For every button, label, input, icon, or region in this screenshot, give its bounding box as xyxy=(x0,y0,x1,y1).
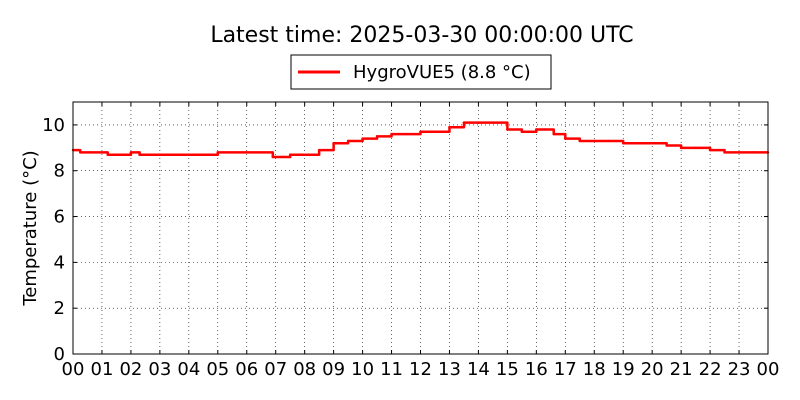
x-tick-label: 00 xyxy=(757,359,780,380)
plot-frame xyxy=(72,101,769,355)
x-tick-label: 14 xyxy=(467,359,490,380)
data-point xyxy=(752,151,755,154)
data-point xyxy=(593,139,596,143)
data-point xyxy=(346,139,350,143)
series-line xyxy=(73,121,768,159)
y-tick-label: 2 xyxy=(54,298,65,319)
data-point xyxy=(158,153,162,156)
series-group xyxy=(71,121,770,159)
legend: HygroVUE5 (8.8 °C) xyxy=(290,54,552,90)
data-point xyxy=(79,151,82,154)
data-point xyxy=(679,146,683,150)
x-tick-label: 21 xyxy=(670,359,693,380)
x-tick-labels: 00 01 02 03 04 05 06 07 08 09 10 11 12 13 14 15 16 17 18 19… xyxy=(62,359,780,380)
data-point xyxy=(280,155,283,159)
data-point xyxy=(433,130,437,133)
x-tick-label: 01 xyxy=(91,359,114,380)
data-point xyxy=(723,151,726,154)
data-point xyxy=(448,126,451,129)
data-point xyxy=(216,151,219,154)
data-point xyxy=(361,137,364,140)
x-tick-label: 15 xyxy=(496,359,519,380)
x-tick-label: 02 xyxy=(119,359,142,380)
data-point xyxy=(303,153,306,156)
data-point xyxy=(665,144,668,147)
data-point xyxy=(578,139,581,143)
data-point xyxy=(552,132,555,136)
data-point xyxy=(317,148,321,152)
y-tick-label: 0 xyxy=(54,344,65,365)
data-point xyxy=(121,153,124,156)
grid xyxy=(73,102,768,354)
y-tick-labels: 0 2 4 6 8 10 xyxy=(42,115,65,365)
data-point xyxy=(288,153,292,156)
data-point xyxy=(650,142,654,145)
x-tick-label: 08 xyxy=(293,359,316,380)
data-point xyxy=(535,128,538,131)
data-point xyxy=(506,128,509,131)
data-point xyxy=(520,130,524,133)
y-tick-label: 6 xyxy=(54,207,65,228)
data-point xyxy=(543,128,547,131)
x-tick-label: 07 xyxy=(264,359,287,380)
chart-title: Latest time: 2025-03-30 00:00:00 UTC xyxy=(210,23,633,48)
data-point xyxy=(271,155,275,159)
data-point xyxy=(332,142,335,145)
data-point xyxy=(390,132,393,136)
x-tick-label: 10 xyxy=(351,359,374,380)
data-point xyxy=(245,151,248,154)
data-point xyxy=(708,148,712,152)
data-point xyxy=(477,121,480,124)
x-tick-label: 20 xyxy=(641,359,664,380)
x-tick-label: 12 xyxy=(409,359,432,380)
x-tick-label: 16 xyxy=(525,359,548,380)
x-tick-label: 23 xyxy=(728,359,751,380)
x-tick-label: 05 xyxy=(206,359,229,380)
x-tick-label: 18 xyxy=(583,359,606,380)
y-tick-label: 10 xyxy=(42,115,65,136)
data-point xyxy=(187,153,191,156)
x-tick-label: 00 xyxy=(62,359,85,380)
data-point xyxy=(106,153,109,156)
data-point xyxy=(622,142,625,145)
y-tick-label: 8 xyxy=(54,161,65,182)
x-tick-label: 17 xyxy=(554,359,577,380)
data-point xyxy=(419,130,422,133)
x-tick-label: 19 xyxy=(612,359,635,380)
x-tick-label: 09 xyxy=(322,359,345,380)
data-point xyxy=(138,153,141,156)
x-tick-label: 04 xyxy=(177,359,200,380)
x-tick-label: 11 xyxy=(380,359,403,380)
x-tick-label: 06 xyxy=(235,359,258,380)
data-point xyxy=(564,137,567,140)
x-tick-label: 13 xyxy=(438,359,461,380)
data-point xyxy=(694,146,697,150)
y-axis-label: Temperature (°C) xyxy=(20,150,41,306)
data-point xyxy=(375,135,379,138)
data-point xyxy=(491,121,495,124)
data-point xyxy=(737,151,741,154)
data-point xyxy=(404,132,408,136)
x-tick-label: 03 xyxy=(148,359,171,380)
data-point xyxy=(607,139,610,143)
y-tick-label: 4 xyxy=(54,252,65,273)
data-point xyxy=(462,121,466,124)
ticks xyxy=(72,102,769,355)
data-point xyxy=(129,151,133,154)
legend-label: HygroVUE5 (8.8 °C) xyxy=(353,62,531,83)
x-tick-label: 22 xyxy=(699,359,722,380)
